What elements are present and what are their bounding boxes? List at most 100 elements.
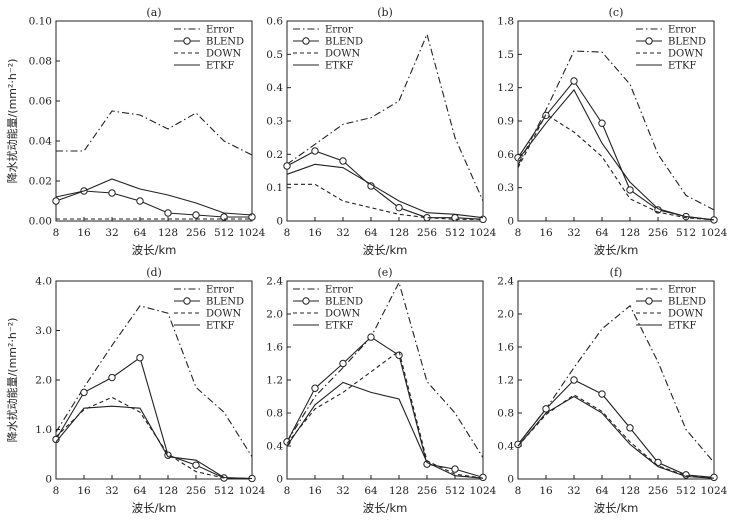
x-tick-label: 16 [539,227,553,239]
y-tick-label: 1.2 [266,375,283,387]
data-point-blend [570,77,578,85]
panel-c: (c) 8 16 32 64 128 256 512 1024 0 0.3 0.6 0.9 1.2 1.5 1… [497,6,727,257]
y-tick-label: 1.5 [497,49,514,61]
x-tick-label: 8 [284,485,291,497]
panel-label: (c) [609,6,624,19]
x-tick-label: 32 [567,227,580,239]
data-point-blend [570,376,578,384]
legend-marker [645,297,653,305]
data-point-blend [367,333,375,341]
data-point-blend [311,147,319,155]
y-tick-label: 0.6 [266,16,283,28]
y-tick-label: 1.6 [497,342,514,354]
x-tick-label: 512 [214,485,234,497]
data-point-blend [451,213,459,222]
y-tick-label: 0 [276,216,283,228]
legend-marker [302,37,310,45]
x-tick-label: 128 [158,227,178,239]
data-point-blend [514,153,522,162]
legend-marker [302,297,310,305]
x-tick-label: 1024 [470,227,497,239]
y-tick-label: 0.04 [29,136,53,148]
data-point-blend [626,186,634,194]
legend-label: ETKF [325,61,353,72]
y-tick-label: 0 [507,474,514,486]
x-tick-label: 1024 [239,485,266,497]
x-tick-label: 32 [567,485,580,497]
series-line-etkf [517,395,715,479]
x-tick-label: 512 [676,227,696,239]
data-point-blend [542,405,550,413]
series-line-down [517,113,715,221]
x-axis-title: 波长/km [363,501,408,515]
panel-label: (d) [146,266,162,279]
x-tick-label: 128 [620,485,640,497]
legend-label: Error [206,25,234,36]
x-tick-label: 256 [417,485,437,497]
x-tick-label: 512 [445,227,465,239]
series-line-blend [55,356,253,480]
y-tick-label: 0 [45,474,52,486]
data-point-blend [598,390,606,398]
panel-f: (f) 8 16 32 64 128 256 512 1024 0 0.4 0.8 1.2 1.6 2.0 2… [497,266,727,515]
x-tick-label: 8 [53,227,60,239]
data-point-blend [52,197,60,205]
x-tick-label: 32 [336,485,349,497]
data-point-blend [514,440,522,449]
x-tick-label: 8 [53,485,60,497]
x-tick-label: 16 [77,227,91,239]
panel-label: (b) [377,6,393,19]
x-tick-label: 512 [214,227,234,239]
x-tick-label: 64 [595,227,609,239]
data-point-blend [598,119,606,127]
series-line-down [286,350,484,479]
series-line-down [287,183,483,220]
y-tick-label: 1.8 [497,16,514,28]
legend-label: Error [325,25,353,36]
x-tick-label: 256 [186,485,206,497]
data-point-blend [136,197,144,205]
series-line-etkf [55,405,253,480]
y-tick-label: 0.8 [266,408,283,420]
legend-label: DOWN [206,49,241,60]
x-axis-title: 波长/km [594,501,639,515]
y-tick-label: 2.0 [266,309,283,321]
x-tick-label: 64 [364,485,378,497]
legend-marker [183,297,191,305]
series-line-error [286,32,484,202]
y-tick-label: 1.0 [35,424,52,436]
y-tick-label: 0.4 [266,441,283,453]
y-tick-label: 1.2 [497,375,514,387]
y-tick-label: 0.08 [29,56,52,68]
x-axis-title: 波长/km [594,243,639,257]
series-line-down [55,396,253,480]
x-tick-label: 8 [284,227,291,239]
series-line-error [55,305,253,457]
legend-label: Error [668,25,696,36]
data-point-blend [136,354,144,362]
series-line-down [517,394,715,479]
y-tick-label: 0.5 [266,49,283,61]
x-tick-label: 256 [648,227,668,239]
series-line-etkf [517,88,715,221]
legend-label: BLEND [206,37,244,48]
x-axis-title: 波长/km [132,501,177,515]
legend-label: BLEND [668,37,706,48]
y-tick-label: 2.0 [497,309,514,321]
x-tick-label: 256 [648,485,668,497]
x-tick-label: 32 [105,485,118,497]
x-axis-title: 波长/km [363,243,408,257]
y-tick-label: 0 [507,216,514,228]
x-tick-label: 64 [133,227,147,239]
x-axis-title: 波长/km [132,243,177,257]
x-tick-label: 16 [308,227,322,239]
x-tick-label: 64 [595,485,609,497]
x-tick-label: 64 [364,227,378,239]
y-axis-title: 降水扰动能量/(mm²·h⁻²) [5,318,19,443]
y-tick-label: 2.0 [35,375,52,387]
data-point-blend [192,461,200,469]
legend-label: Error [325,285,353,296]
x-tick-label: 512 [445,485,465,497]
series-line-etkf [55,178,253,216]
